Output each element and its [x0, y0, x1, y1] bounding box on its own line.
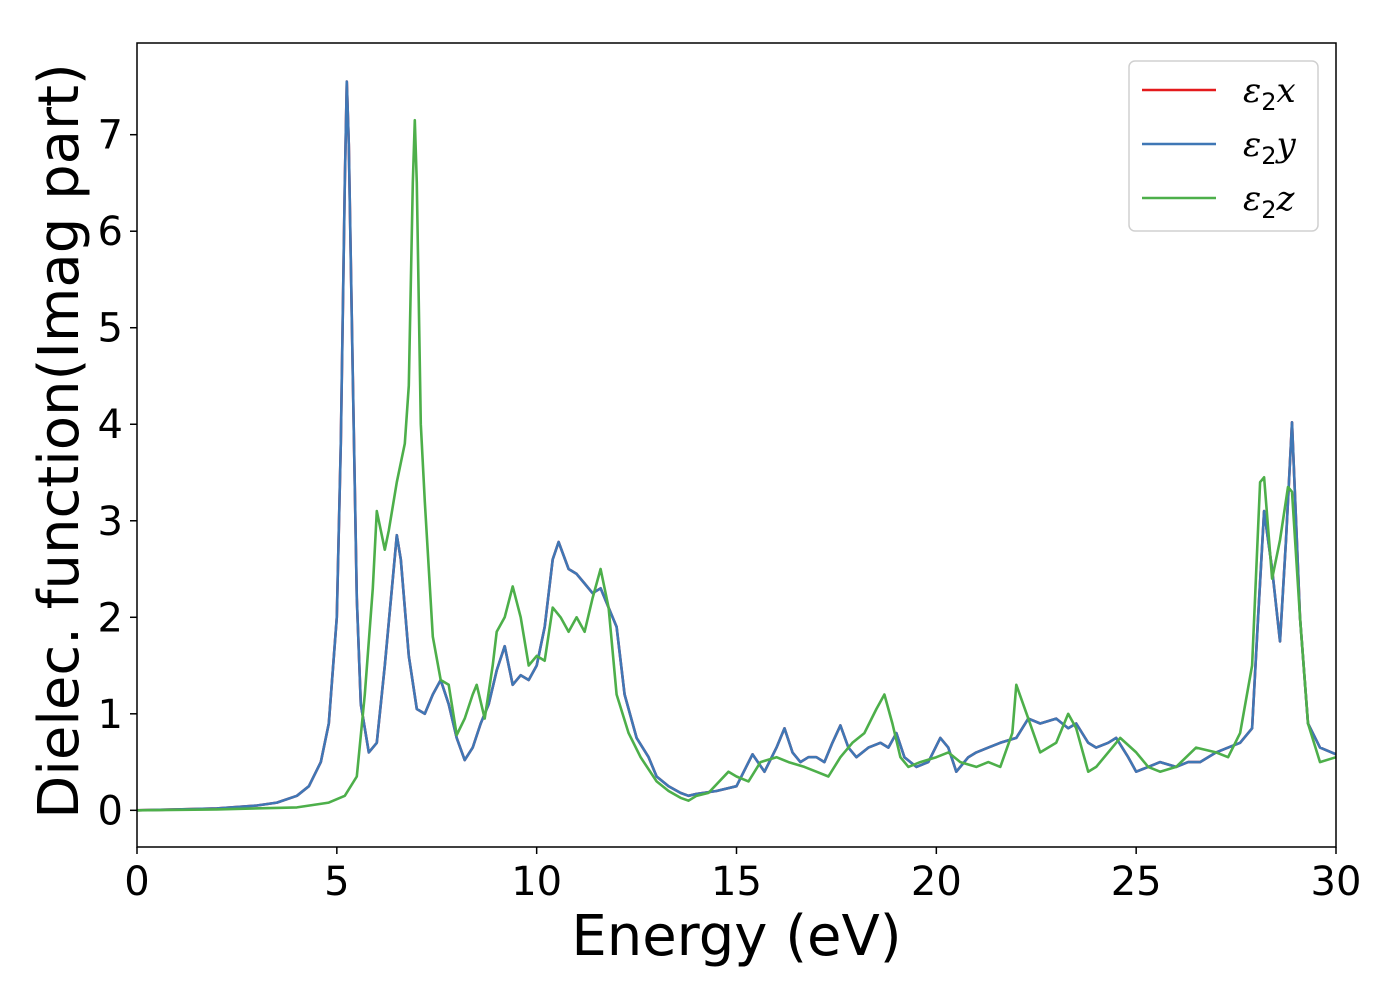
y-tick-label: 1	[98, 692, 123, 738]
legend-box	[1128, 60, 1319, 232]
x-tick-label: 25	[1111, 859, 1162, 905]
series-line-z	[137, 118, 1336, 812]
y-tick-label: 4	[98, 402, 123, 448]
legend-label-x: ε2x	[1243, 71, 1296, 116]
x-tick-label: 0	[124, 859, 149, 905]
y-tick-label: 3	[98, 499, 123, 545]
legend: ε2x ε2y ε2z	[1128, 60, 1319, 232]
y-tick-label: 5	[98, 306, 123, 352]
y-tick-label: 6	[98, 209, 123, 255]
x-axis: 0 5 10 15 20 25 30	[124, 847, 1361, 905]
y-tick-label: 0	[98, 788, 123, 834]
x-tick-label: 20	[911, 859, 962, 905]
x-tick-label: 30	[1311, 859, 1362, 905]
x-tick-label: 10	[511, 859, 562, 905]
y-tick-label: 2	[98, 595, 123, 641]
legend-label-z: ε2z	[1243, 179, 1296, 224]
x-tick-label: 15	[711, 859, 762, 905]
plot-area	[137, 80, 1336, 812]
y-tick-label: 7	[98, 113, 123, 159]
y-axis: 0 1 2 3 4 5 6 7	[98, 113, 137, 834]
x-axis-title: Energy (eV)	[571, 904, 901, 969]
x-tick-label: 5	[324, 859, 349, 905]
series-line-y	[137, 80, 1336, 812]
y-axis-title: Dielec. function(Imag part)	[27, 63, 92, 819]
legend-label-y: ε2y	[1243, 125, 1297, 170]
